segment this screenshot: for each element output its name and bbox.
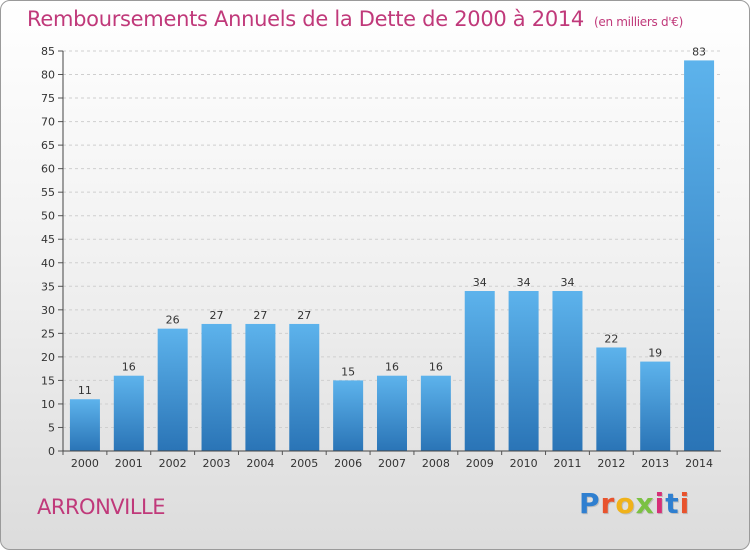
logo-letter: P [579,487,601,520]
bar-value-label: 16 [122,361,136,374]
y-tick-label: 10 [41,398,55,411]
bar-value-label: 27 [297,309,311,322]
y-tick-label: 0 [48,445,55,458]
y-tick-label: 45 [41,233,55,246]
x-tick-label: 2005 [290,457,318,470]
x-tick-label: 2001 [115,457,143,470]
x-tick-label: 2014 [685,457,713,470]
bar-value-label: 34 [560,276,574,289]
x-tick-label: 2013 [641,457,669,470]
bar [377,375,407,451]
bar-value-label: 83 [692,45,706,58]
logo-letter: x [635,487,655,520]
bar [69,399,100,451]
bar [289,323,320,451]
x-tick-label: 2009 [466,457,494,470]
y-tick-label: 5 [48,421,55,434]
chart-title: Remboursements Annuels de la Dette de 20… [27,7,683,31]
bar-value-label: 27 [253,309,267,322]
y-tick-label: 40 [41,257,55,270]
x-tick-label: 2012 [597,457,625,470]
logo-letter: i [654,487,666,520]
y-tick-label: 70 [41,116,55,129]
bar-value-label: 27 [210,309,224,322]
bar [201,323,232,451]
x-tick-label: 2007 [378,457,406,470]
bar [640,361,671,451]
bar-value-label: 16 [385,361,399,374]
y-tick-label: 15 [41,374,55,387]
logo-letter: r [600,487,616,520]
y-tick-label: 65 [41,139,55,152]
title-unit: (en milliers d'€) [594,15,684,29]
bar-value-label: 19 [648,347,662,360]
axes: 0 5 10 15 20 25 30 35 40 45 50 55 60 65 70 75 80 85 2000 20… [41,45,721,470]
bars: 11 16 26 27 27 27 15 16 16 34 34 34 22 19 83 [69,45,715,451]
bar-value-label: 34 [473,276,487,289]
bar [508,291,539,451]
bar [333,380,364,451]
logo-letter: i [679,487,691,520]
bar-value-label: 26 [166,314,180,327]
bar-value-label: 15 [341,365,355,378]
title-text: Remboursements Annuels de la Dette de 20… [27,7,584,31]
bar [245,323,276,451]
y-tick-label: 55 [41,186,55,199]
logo-letter: t [665,487,680,520]
y-tick-label: 30 [41,304,55,317]
bar-value-label: 22 [604,332,618,345]
x-tick-label: 2003 [203,457,231,470]
bar [596,347,627,451]
bar [464,291,495,451]
y-tick-label: 25 [41,327,55,340]
x-tick-label: 2011 [553,457,581,470]
x-tick-label: 2010 [510,457,538,470]
bar [684,60,715,451]
y-tick-label: 35 [41,280,55,293]
x-tick-label: 2002 [159,457,187,470]
y-tick-label: 80 [41,69,55,82]
bar-value-label: 16 [429,361,443,374]
y-tick-label: 75 [41,92,55,105]
y-tick-label: 50 [41,210,55,223]
y-tick-label: 60 [41,163,55,176]
logo-letter: o [615,487,636,520]
x-tick-label: 2006 [334,457,362,470]
bar-value-label: 11 [78,384,92,397]
x-tick-label: 2008 [422,457,450,470]
bar-value-label: 34 [517,276,531,289]
proxiti-logo: Proxiti [579,487,690,520]
x-tick-label: 2000 [71,457,99,470]
bar [157,328,188,451]
location-name: ARRONVILLE [37,495,166,519]
bar [113,375,144,451]
y-tick-label: 85 [41,45,55,58]
y-tick-label: 20 [41,351,55,364]
bar [420,375,451,451]
bar [552,291,583,451]
x-tick-label: 2004 [246,457,274,470]
